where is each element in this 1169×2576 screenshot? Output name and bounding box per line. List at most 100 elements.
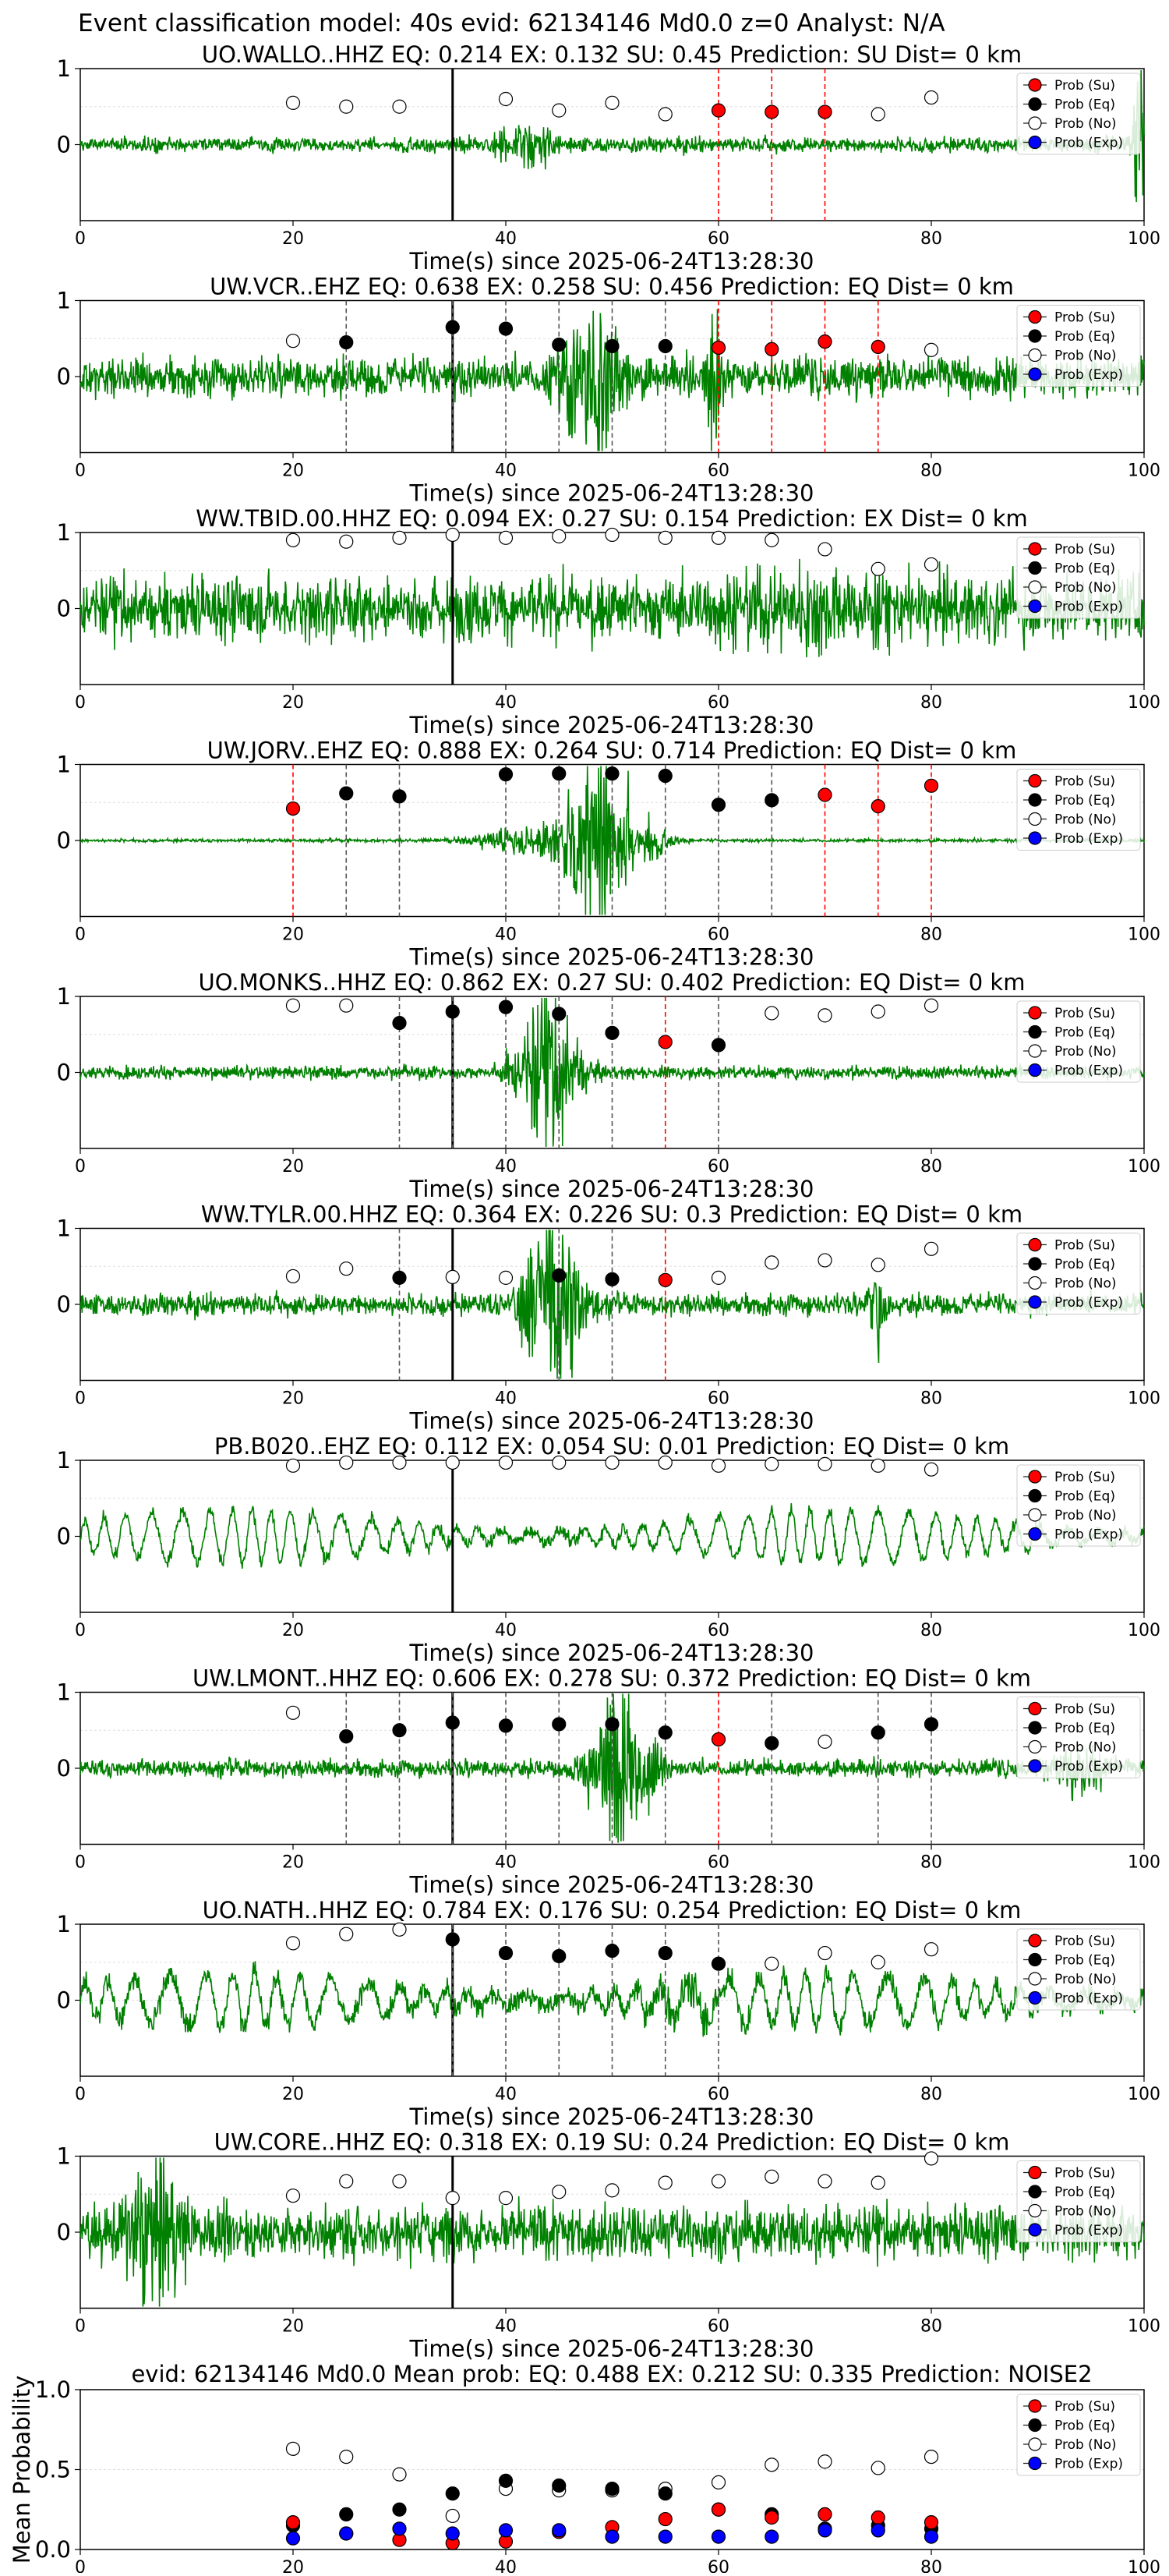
prob-point-su — [285, 801, 301, 816]
prob-point-no — [924, 998, 939, 1013]
prob-point-no — [765, 1456, 779, 1471]
x-tick-label: 0 — [75, 1853, 86, 1873]
panel-uw-vcr-ehz: UW.VCR..EHZ EQ: 0.638 EX: 0.258 SU: 0.45… — [57, 274, 1160, 507]
panel-pb-b020-ehz: PB.B020..EHZ EQ: 0.112 EX: 0.054 SU: 0.0… — [57, 1433, 1160, 1666]
y-tick-label: 1 — [57, 288, 71, 314]
x-tick-label: 100 — [1128, 925, 1160, 945]
panel-title: PB.B020..EHZ EQ: 0.112 EX: 0.054 SU: 0.0… — [214, 1433, 1009, 1460]
x-tick-label: 80 — [920, 462, 942, 481]
legend-marker-eq — [1028, 1721, 1042, 1735]
x-tick-label: 40 — [495, 1389, 517, 1409]
prob-point-eq — [765, 793, 779, 808]
y-tick-label: 1 — [57, 55, 71, 82]
prob-point-eq — [711, 1038, 726, 1053]
mean-prob-point-no — [711, 2475, 726, 2489]
prob-point-eq — [552, 1268, 567, 1283]
legend-label-su: Prob (Su) — [1054, 310, 1115, 326]
legend-box — [1016, 1464, 1141, 1547]
x-tick-label: 60 — [708, 2558, 729, 2573]
x-tick-label: 40 — [495, 2085, 517, 2104]
legend-label-exp: Prob (Exp) — [1054, 1991, 1123, 2007]
x-tick-label: 40 — [495, 2558, 517, 2573]
prob-point-eq — [498, 1945, 514, 1961]
prob-point-eq — [605, 338, 620, 354]
prob-point-eq — [498, 767, 514, 782]
prob-point-su — [711, 340, 726, 356]
prob-point-no — [339, 534, 354, 549]
legend-marker-su — [1028, 2399, 1042, 2413]
prob-point-no — [818, 1456, 832, 1471]
y-tick-label: 0.0 — [35, 2536, 71, 2563]
legend-marker-exp — [1028, 367, 1042, 381]
prob-point-no — [711, 2174, 726, 2189]
legend-label-su: Prob (Su) — [1054, 2399, 1115, 2415]
prob-point-no — [552, 529, 567, 543]
prob-point-no — [339, 1261, 354, 1276]
legend-label-su: Prob (Su) — [1054, 2166, 1115, 2181]
legend-box — [1016, 1928, 1141, 2011]
y-tick-label: 0 — [57, 2219, 71, 2245]
mean-prob-point-su — [711, 2502, 726, 2517]
x-tick-label: 40 — [495, 693, 517, 713]
prob-point-no — [765, 533, 779, 547]
prob-point-su — [818, 334, 832, 349]
prob-point-eq — [658, 769, 673, 784]
prob-point-no — [285, 998, 301, 1013]
legend-marker-exp — [1028, 1759, 1042, 1773]
prob-point-no — [765, 1006, 779, 1021]
y-tick-label: 1 — [57, 519, 71, 546]
prob-point-no — [765, 1255, 779, 1270]
prob-point-no — [498, 1270, 514, 1285]
legend-label-exp: Prob (Exp) — [1054, 2223, 1123, 2238]
panel-title: UO.MONKS..HHZ EQ: 0.862 EX: 0.27 SU: 0.4… — [199, 969, 1026, 996]
legend-label-no: Prob (No) — [1054, 349, 1117, 364]
prob-point-su — [658, 1035, 673, 1049]
legend-marker-su — [1028, 1701, 1042, 1716]
legend-label-eq: Prob (Eq) — [1054, 2185, 1115, 2200]
waveform-trace — [79, 1961, 1145, 2037]
legend-label-no: Prob (No) — [1054, 2204, 1117, 2220]
panel-title: UW.LMONT..HHZ EQ: 0.606 EX: 0.278 SU: 0.… — [192, 1665, 1031, 1692]
panel-uo-nath-hhz: UO.NATH..HHZ EQ: 0.784 EX: 0.176 SU: 0.2… — [57, 1897, 1160, 2130]
legend-label-eq: Prob (Eq) — [1054, 1257, 1115, 1272]
mean-prob-point-exp — [924, 2529, 939, 2544]
prob-point-no — [818, 1945, 832, 1961]
legend-marker-no — [1028, 2203, 1042, 2218]
legend-marker-eq — [1028, 793, 1042, 807]
legend-marker-no — [1028, 1508, 1042, 1522]
prob-point-no — [605, 1455, 620, 1470]
mean-prob-point-exp — [658, 2529, 673, 2544]
y-tick-label: 1 — [57, 1679, 71, 1706]
prob-point-no — [871, 1258, 885, 1272]
x-axis-label: Time(s) since 2025-06-24T13:28:30 — [409, 480, 814, 507]
legend-marker-exp — [1028, 1063, 1042, 1077]
legend-box — [1016, 1697, 1141, 1778]
y-tick-label: 1 — [57, 2143, 71, 2170]
legend-marker-exp — [1028, 831, 1042, 845]
x-tick-label: 20 — [282, 2558, 304, 2573]
panel-title: UW.VCR..EHZ EQ: 0.638 EX: 0.258 SU: 0.45… — [210, 274, 1014, 300]
mean-prob-point-su — [818, 2507, 832, 2521]
prob-point-no — [445, 2191, 460, 2206]
legend-marker-eq — [1028, 1024, 1042, 1039]
prob-point-no — [552, 2185, 567, 2199]
legend-label-no: Prob (No) — [1054, 116, 1117, 132]
x-tick-label: 60 — [708, 229, 729, 249]
mean-prob-point-su — [924, 2515, 939, 2530]
prob-point-su — [765, 341, 779, 356]
legend-marker-eq — [1028, 561, 1042, 575]
x-tick-label: 0 — [75, 1157, 86, 1177]
prob-point-eq — [552, 1948, 567, 1964]
legend-marker-su — [1028, 1470, 1042, 1484]
legend-marker-no — [1028, 1739, 1042, 1754]
prob-point-su — [871, 799, 885, 814]
x-axis-label: Time(s) since 2025-06-24T13:28:30 — [409, 712, 814, 738]
prob-point-no — [498, 1455, 514, 1470]
prob-point-no — [392, 530, 407, 545]
prob-point-no — [765, 1956, 779, 1971]
prob-point-eq — [552, 337, 567, 352]
y-tick-label: 1 — [57, 1447, 71, 1474]
legend-label-su: Prob (Su) — [1054, 1702, 1115, 1718]
x-tick-label: 60 — [708, 1853, 729, 1873]
legend-box — [1016, 2160, 1141, 2242]
